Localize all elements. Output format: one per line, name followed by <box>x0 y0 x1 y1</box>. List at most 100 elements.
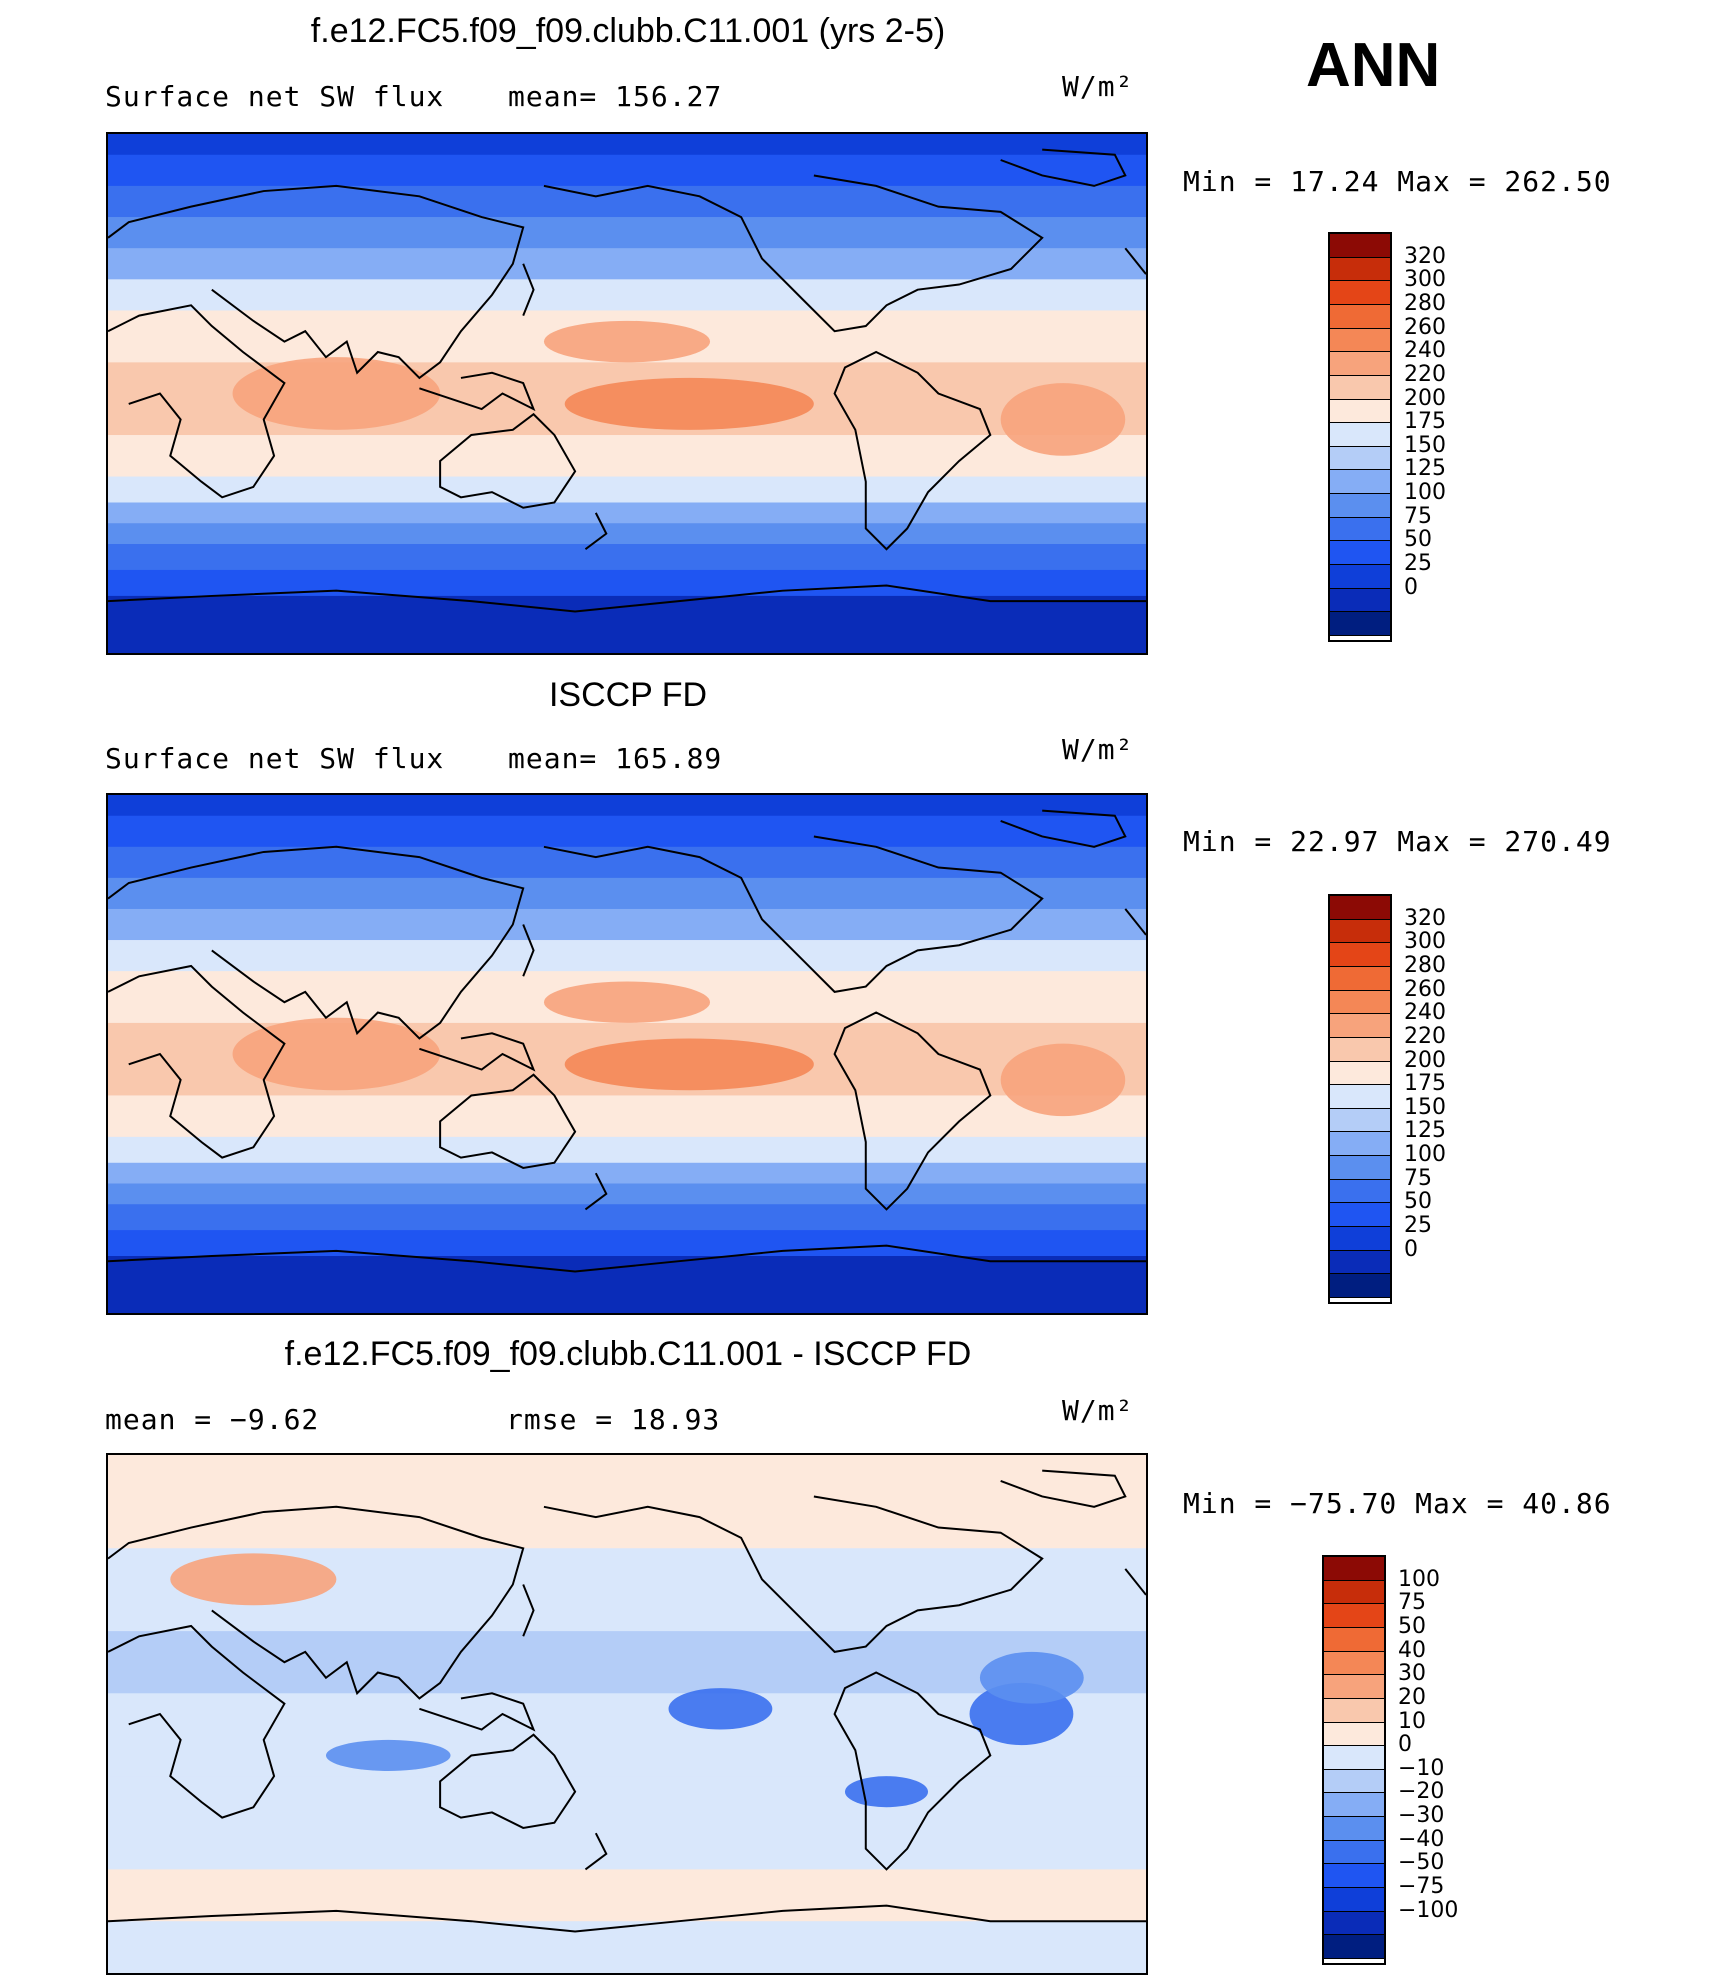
colorbar-box <box>1330 588 1390 613</box>
panel1-map-svg <box>108 134 1146 653</box>
colorbar-box <box>1324 1580 1384 1605</box>
colorbar-box <box>1330 612 1390 636</box>
colorbar-box <box>1330 966 1390 991</box>
colorbar-box <box>1330 541 1390 566</box>
season-label: ANN <box>1306 31 1441 100</box>
panel3-map-svg <box>108 1455 1146 1973</box>
coastline <box>1124 247 1146 275</box>
panel1-minmax: Min = 17.24 Max = 262.50 <box>1183 165 1612 198</box>
colorbar-label: 240 <box>1404 1000 1446 1026</box>
colorbar-box <box>1330 517 1390 542</box>
colorbar-label: 75 <box>1404 1165 1432 1191</box>
coastline <box>419 1032 536 1072</box>
colorbar-label: 220 <box>1404 361 1446 387</box>
colorbar-label: 200 <box>1404 385 1446 411</box>
colorbar-box <box>1330 328 1390 353</box>
contour-band <box>108 1183 1146 1206</box>
colorbar-box <box>1330 304 1390 329</box>
contour-feature <box>543 320 711 363</box>
contour-band <box>108 544 1146 571</box>
coastline <box>108 964 286 1159</box>
coastline <box>833 1011 992 1211</box>
colorbar-label: 10 <box>1398 1708 1426 1734</box>
coastline <box>833 350 992 551</box>
panel2-minmax: Min = 22.97 Max = 270.49 <box>1183 825 1612 858</box>
colorbar-box <box>1324 1675 1384 1699</box>
coastline <box>439 1073 577 1169</box>
coastline <box>584 1832 608 1871</box>
colorbar-label: 20 <box>1398 1684 1426 1710</box>
colorbar-box <box>1330 1203 1390 1228</box>
panel3-title: f.e12.FC5.f09_f09.clubb.C11.001 - ISCCP … <box>284 1335 972 1373</box>
coastline <box>584 512 608 550</box>
colorbar-box <box>1330 352 1390 376</box>
coastline <box>108 584 1146 613</box>
coastline <box>1000 809 1127 848</box>
contour-feature <box>564 1038 814 1091</box>
coastline <box>522 924 535 977</box>
contour-feature <box>170 1553 337 1606</box>
contour-band <box>108 1204 1146 1232</box>
colorbar-box <box>1330 990 1390 1015</box>
colorbar-box <box>1330 1250 1390 1275</box>
colorbar-box <box>1324 1888 1384 1912</box>
colorbar-label: 100 <box>1404 480 1446 506</box>
panel1-variable: Surface net SW flux <box>105 80 445 113</box>
contour-band <box>108 1136 1146 1164</box>
colorbar-box <box>1330 234 1390 258</box>
coastline <box>419 371 536 412</box>
colorbar-label: 0 <box>1404 574 1418 600</box>
coastline <box>108 304 286 499</box>
panel3-map <box>106 1453 1148 1975</box>
colorbar-label: −10 <box>1398 1755 1445 1781</box>
colorbar-label: 50 <box>1398 1613 1426 1639</box>
colorbar-label: 220 <box>1404 1023 1446 1049</box>
colorbar-box <box>1330 1061 1390 1086</box>
contour-feature <box>668 1688 773 1730</box>
colorbar-box <box>1324 1698 1384 1723</box>
coastline <box>543 835 1044 993</box>
colorbar-label: 25 <box>1404 1213 1432 1239</box>
contour-band <box>108 908 1146 942</box>
contour-feature <box>325 1739 451 1771</box>
contour-band <box>108 185 1146 219</box>
colorbar-box <box>1330 1108 1390 1133</box>
colorbar-box <box>1330 494 1390 518</box>
contour-band <box>108 1256 1146 1313</box>
colorbar-label: 75 <box>1398 1590 1426 1616</box>
colorbar-label: −100 <box>1398 1897 1459 1923</box>
coastline <box>543 174 1044 333</box>
panel2-units: W/m² <box>1062 733 1134 766</box>
colorbar-box <box>1324 1840 1384 1865</box>
colorbar-label: 125 <box>1404 456 1446 482</box>
colorbar-box <box>1330 1085 1390 1109</box>
coastline <box>439 412 577 509</box>
colorbar-box <box>1324 1935 1384 1959</box>
coastline <box>108 1244 1146 1273</box>
colorbar-box <box>1324 1817 1384 1841</box>
panel2-colorbar <box>1328 894 1392 1304</box>
colorbar-box <box>1330 1014 1390 1038</box>
colorbar-box <box>1330 1132 1390 1157</box>
colorbar-box <box>1330 257 1390 282</box>
colorbar-box <box>1324 1864 1384 1889</box>
colorbar-label: 0 <box>1398 1732 1412 1758</box>
colorbar-label: 200 <box>1404 1047 1446 1073</box>
colorbar-box <box>1324 1627 1384 1652</box>
contour-band <box>108 134 1146 156</box>
colorbar-label: 150 <box>1404 432 1446 458</box>
contour-band <box>108 1921 1146 1973</box>
contour-feature <box>1000 1043 1126 1117</box>
colorbar-label: 100 <box>1404 1142 1446 1168</box>
colorbar-label: 320 <box>1404 905 1446 931</box>
coastline <box>1000 148 1127 187</box>
colorbar-label: 260 <box>1404 976 1446 1002</box>
colorbar-box <box>1330 919 1390 944</box>
colorbar-label: 280 <box>1404 290 1446 316</box>
contour-band <box>108 1095 1146 1138</box>
contour-band <box>108 1631 1146 1695</box>
coastline <box>543 1495 1044 1653</box>
panel3-rmse: rmse = 18.93 <box>506 1403 721 1436</box>
coastline <box>419 1692 536 1732</box>
contour-band <box>108 815 1146 848</box>
